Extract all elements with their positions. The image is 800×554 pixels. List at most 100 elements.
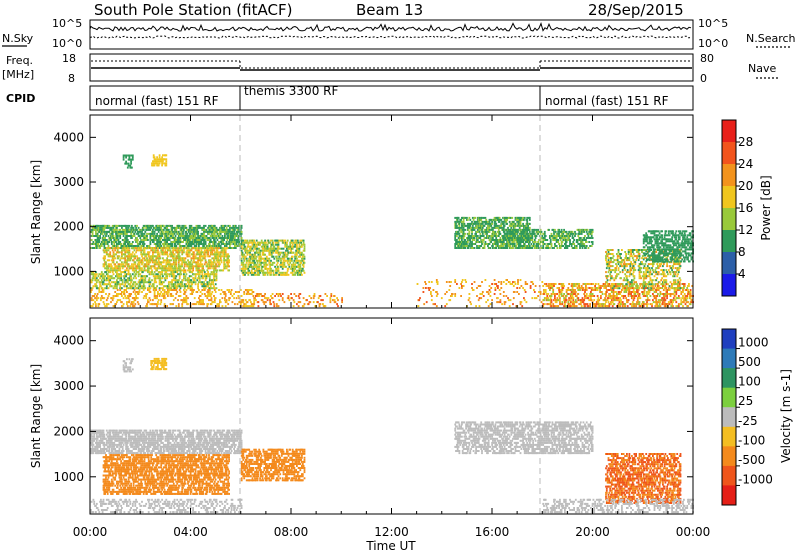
data-cell — [136, 243, 139, 245]
data-cell — [476, 235, 479, 237]
data-cell — [303, 255, 306, 258]
data-cell — [543, 230, 546, 233]
data-cell — [277, 257, 280, 260]
data-cell — [243, 259, 246, 262]
data-cell — [260, 249, 262, 252]
data-cell — [495, 237, 498, 239]
data-cell — [172, 279, 175, 282]
data-cell — [337, 299, 339, 302]
data-cell — [210, 297, 213, 300]
data-cell — [190, 267, 193, 270]
data-cell — [244, 289, 247, 291]
data-cell — [481, 230, 484, 233]
data-cell — [153, 293, 156, 295]
data-cell — [207, 226, 209, 229]
data-cell — [522, 239, 524, 241]
data-cell — [112, 261, 115, 264]
data-cell — [210, 281, 213, 284]
data-cell — [132, 267, 135, 270]
data-cell — [211, 224, 214, 227]
data-cell — [168, 289, 171, 291]
data-cell — [188, 253, 190, 256]
data-cell — [200, 249, 203, 252]
data-cell — [526, 235, 529, 237]
data-cell — [176, 241, 179, 243]
data-cell — [171, 224, 173, 227]
data-cell — [213, 224, 216, 227]
data-cell — [514, 235, 517, 237]
data-cell — [201, 271, 204, 274]
data-cell — [209, 241, 212, 243]
data-cell — [286, 269, 289, 272]
data-cell — [147, 253, 150, 256]
data-cell — [126, 230, 129, 233]
data-cell — [154, 277, 157, 280]
data-cell — [207, 230, 209, 233]
data-cell — [261, 295, 264, 297]
data-cell — [533, 228, 536, 231]
data-cell — [251, 243, 254, 246]
data-cell — [110, 259, 113, 262]
data-cell — [203, 263, 206, 266]
data-cell — [528, 228, 531, 231]
data-cell — [166, 226, 168, 229]
data-cell — [224, 263, 226, 266]
data-cell — [163, 289, 166, 291]
data-cell — [193, 251, 195, 254]
data-cell — [208, 279, 211, 282]
data-cell — [270, 247, 272, 250]
data-cell — [500, 224, 503, 227]
data-cell — [140, 251, 143, 254]
data-cell — [229, 232, 232, 235]
data-cell — [98, 287, 101, 290]
data-cell — [461, 239, 463, 241]
data-cell — [244, 305, 246, 308]
data-cell — [107, 267, 110, 270]
data-cell — [296, 243, 298, 246]
data-cell — [208, 275, 211, 278]
data-cell — [289, 257, 292, 260]
data-cell — [463, 235, 466, 237]
data-cell — [231, 230, 234, 233]
data-cell — [120, 271, 122, 274]
data-cell — [471, 230, 473, 233]
data-cell — [198, 243, 201, 245]
data-cell — [182, 279, 184, 282]
data-cell — [258, 265, 261, 268]
data-cell — [121, 279, 124, 282]
data-cell — [213, 271, 215, 274]
data-cell — [213, 277, 215, 280]
data-cell — [153, 243, 156, 245]
data-cell — [293, 245, 296, 248]
data-cell — [115, 253, 117, 256]
data-cell — [180, 235, 183, 237]
data-cell — [218, 241, 220, 243]
data-cell — [527, 232, 529, 235]
data-cell — [119, 285, 122, 288]
data-cell — [332, 299, 334, 302]
data-cell — [489, 239, 492, 241]
data-cell — [149, 241, 152, 243]
data-cell — [500, 226, 503, 229]
data-cell — [265, 271, 267, 274]
data-cell — [290, 271, 292, 274]
data-cell — [270, 259, 272, 262]
data-cell — [168, 239, 171, 241]
data-cell — [208, 226, 211, 229]
data-cell — [120, 293, 122, 295]
nsky-trace — [89, 21, 692, 32]
data-cell — [258, 269, 261, 272]
data-cell — [164, 237, 167, 239]
data-cell — [177, 253, 180, 256]
data-cell — [132, 263, 135, 266]
data-cell — [458, 235, 461, 237]
data-cell — [261, 299, 264, 302]
data-cell — [146, 275, 148, 278]
data-cell — [216, 251, 219, 254]
data-cell — [134, 245, 137, 247]
data-cell — [317, 297, 320, 300]
data-cell — [486, 232, 488, 235]
freq-tick-high: 18 — [62, 52, 76, 65]
data-cell — [267, 267, 270, 270]
data-cell — [458, 247, 461, 249]
